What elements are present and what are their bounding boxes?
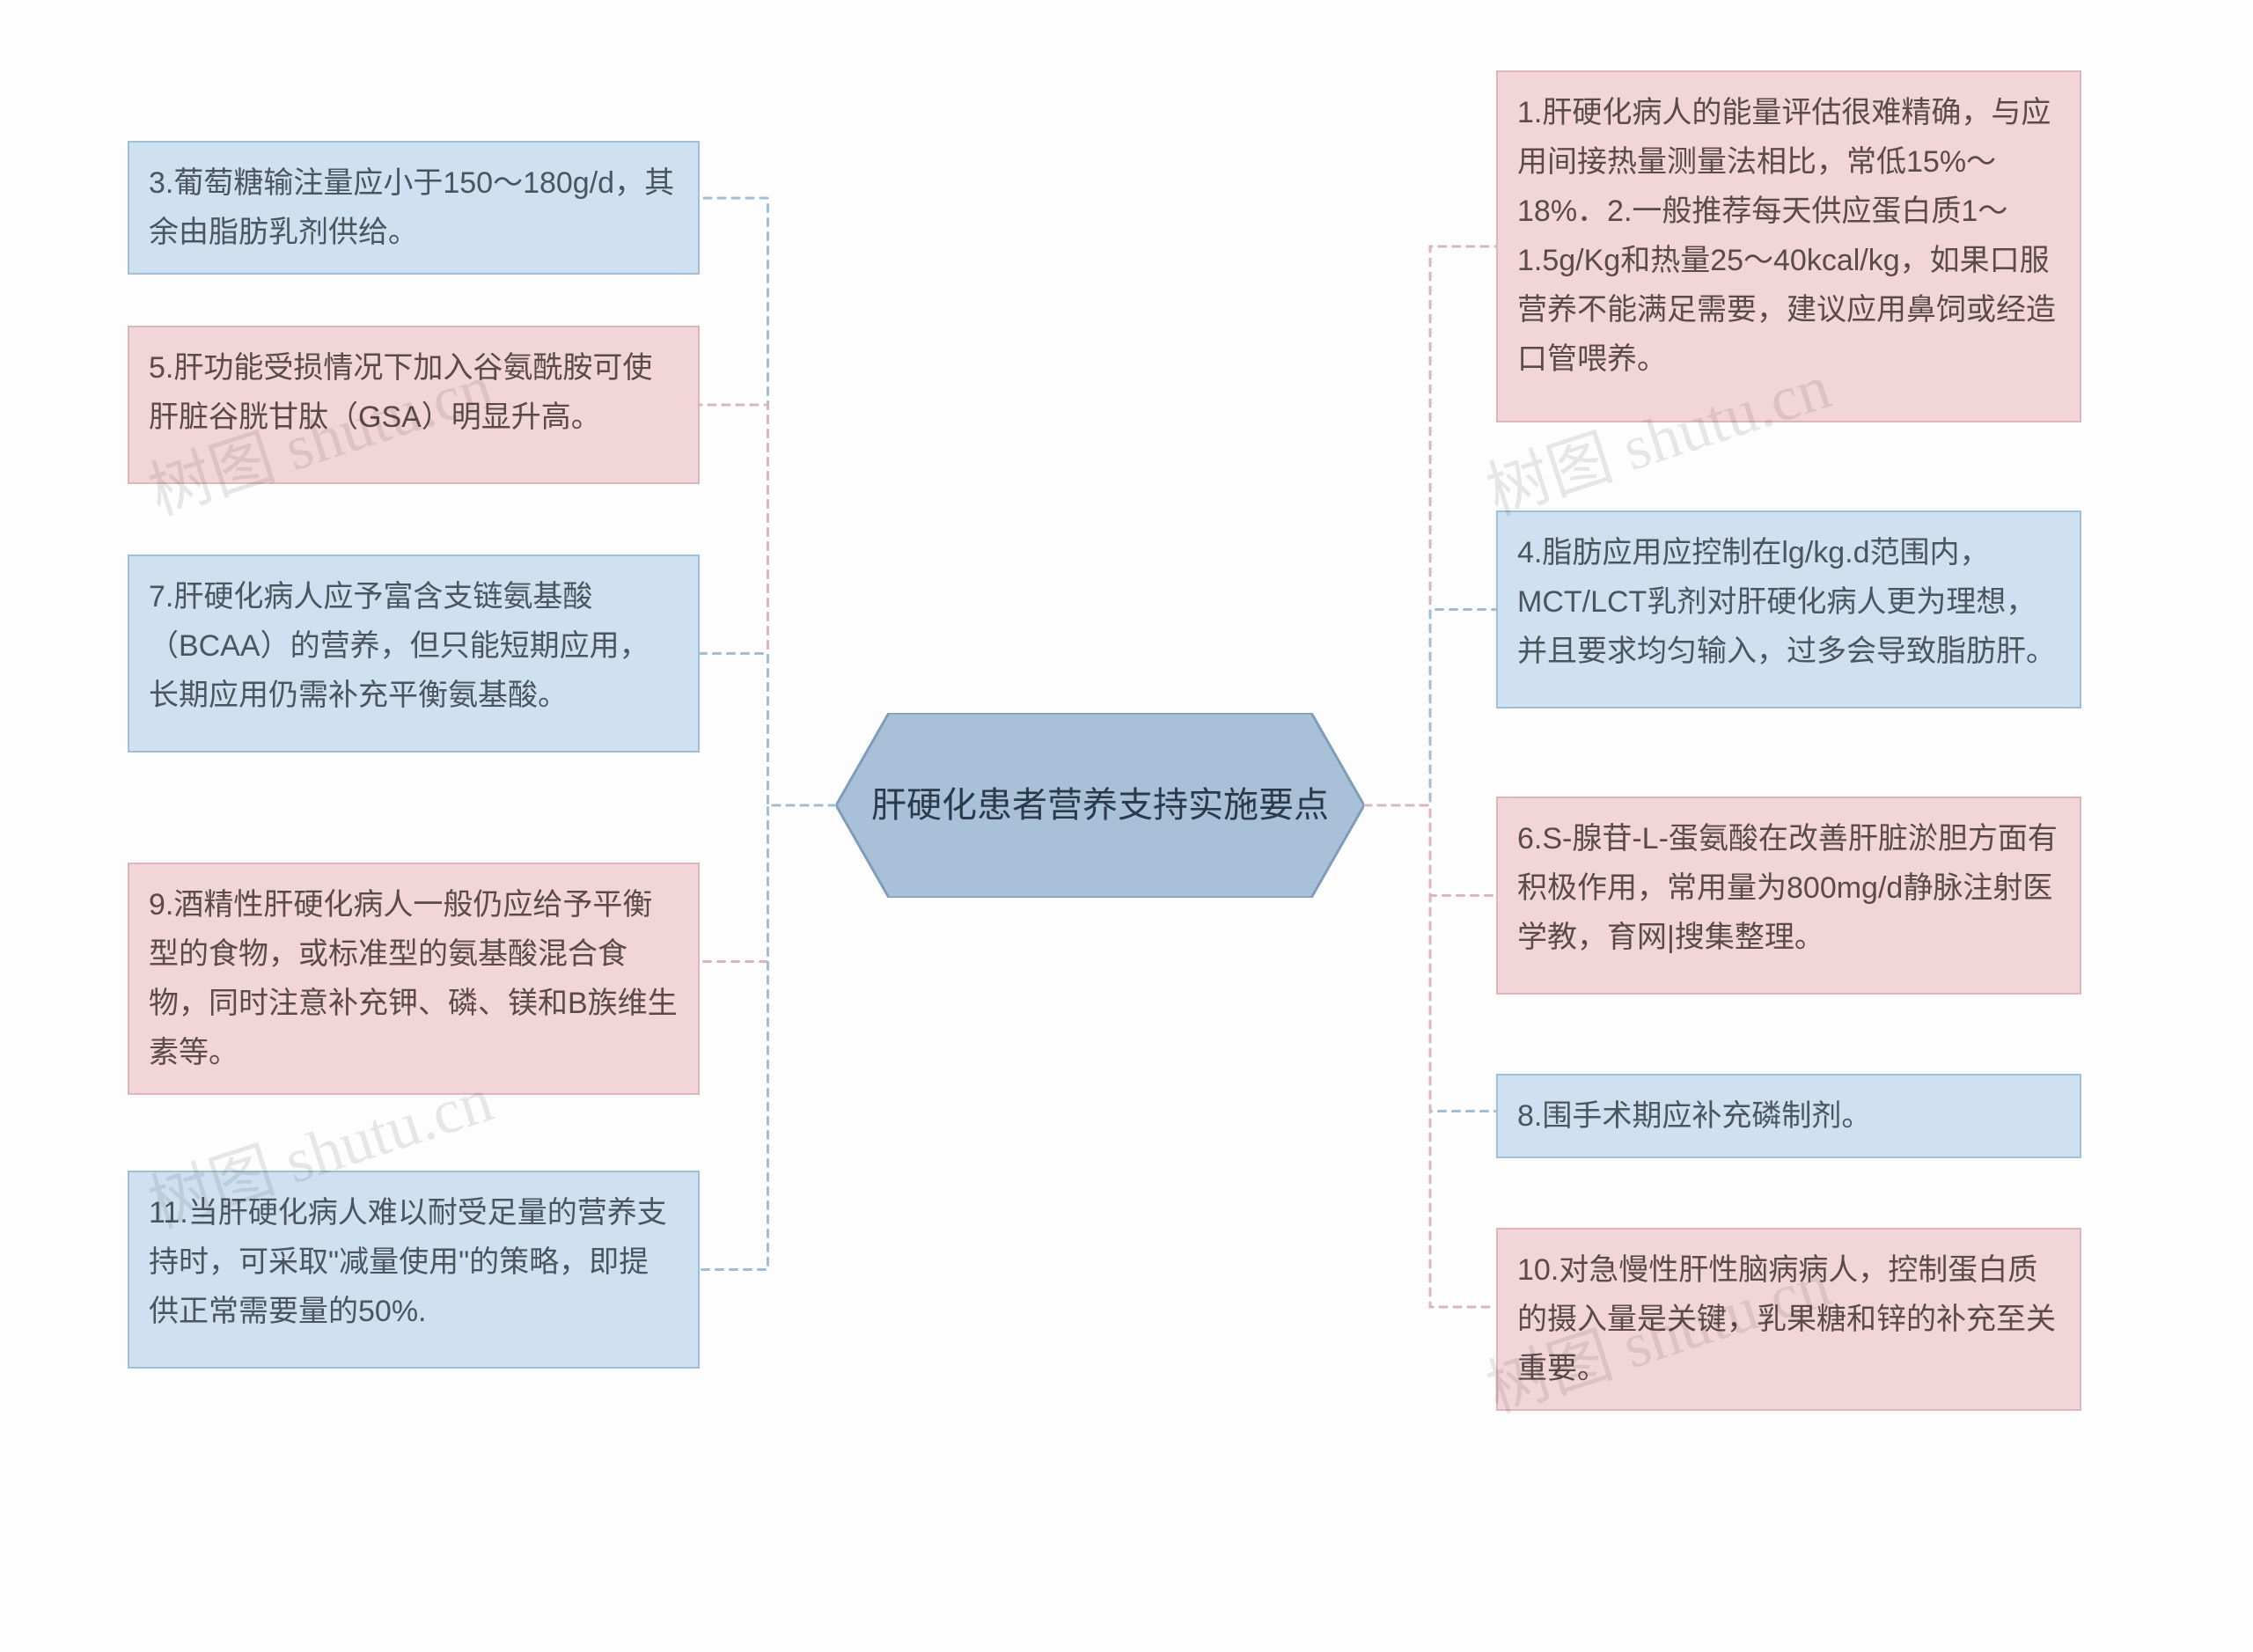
leaf-n11: 11.当肝硬化病人难以耐受足量的营养支持时，可采取"减量使用"的策略，即提供正常… (128, 1171, 700, 1369)
mindmap-canvas: 肝硬化患者营养支持实施要点 3.葡萄糖输注量应小于150～180g/d，其余由脂… (0, 0, 2253, 1652)
leaf-n5: 5.肝功能受损情况下加入谷氨酰胺可使肝脏谷胱甘肽（GSA）明显升高。 (128, 326, 700, 484)
leaf-text-n6: 6.S-腺苷-L-蛋氨酸在改善肝脏淤胆方面有积极作用，常用量为800mg/d静脉… (1517, 822, 2058, 954)
leaf-text-n7: 7.肝硬化病人应予富含支链氨基酸（BCAA）的营养，但只能短期应用，长期应用仍需… (149, 580, 649, 712)
leaf-n9: 9.酒精性肝硬化病人一般仍应给予平衡型的食物，或标准型的氨基酸混合食物，同时注意… (128, 863, 700, 1095)
center-node: 肝硬化患者营养支持实施要点 (836, 713, 1364, 898)
leaf-text-n3: 3.葡萄糖输注量应小于150～180g/d，其余由脂肪乳剂供给。 (149, 166, 674, 249)
leaf-text-n1: 1.肝硬化病人的能量评估很难精确，与应用间接热量测量法相比，常低15%～18%．… (1517, 96, 2056, 376)
center-title: 肝硬化患者营养支持实施要点 (871, 778, 1329, 833)
leaf-n7: 7.肝硬化病人应予富含支链氨基酸（BCAA）的营养，但只能短期应用，长期应用仍需… (128, 554, 700, 753)
leaf-text-n8: 8.围手术期应补充磷制剂。 (1517, 1099, 1871, 1133)
leaf-n1: 1.肝硬化病人的能量评估很难精确，与应用间接热量测量法相比，常低15%～18%．… (1496, 70, 2081, 422)
leaf-n6: 6.S-腺苷-L-蛋氨酸在改善肝脏淤胆方面有积极作用，常用量为800mg/d静脉… (1496, 797, 2081, 995)
leaf-n10: 10.对急慢性肝性脑病病人，控制蛋白质的摄入量是关键，乳果糖和锌的补充至关重要。 (1496, 1228, 2081, 1411)
leaf-n4: 4.脂肪应用应控制在lg/kg.d范围内，MCT/LCT乳剂对肝硬化病人更为理想… (1496, 510, 2081, 709)
leaf-text-n9: 9.酒精性肝硬化病人一般仍应给予平衡型的食物，或标准型的氨基酸混合食物，同时注意… (149, 888, 678, 1069)
leaf-text-n10: 10.对急慢性肝性脑病病人，控制蛋白质的摄入量是关键，乳果糖和锌的补充至关重要。 (1517, 1253, 2056, 1385)
leaf-n3: 3.葡萄糖输注量应小于150～180g/d，其余由脂肪乳剂供给。 (128, 141, 700, 275)
leaf-text-n11: 11.当肝硬化病人难以耐受足量的营养支持时，可采取"减量使用"的策略，即提供正常… (149, 1196, 667, 1328)
leaf-text-n4: 4.脂肪应用应控制在lg/kg.d范围内，MCT/LCT乳剂对肝硬化病人更为理想… (1517, 536, 2056, 668)
leaf-n8: 8.围手术期应补充磷制剂。 (1496, 1074, 2081, 1158)
leaf-text-n5: 5.肝功能受损情况下加入谷氨酰胺可使肝脏谷胱甘肽（GSA）明显升高。 (149, 351, 652, 434)
